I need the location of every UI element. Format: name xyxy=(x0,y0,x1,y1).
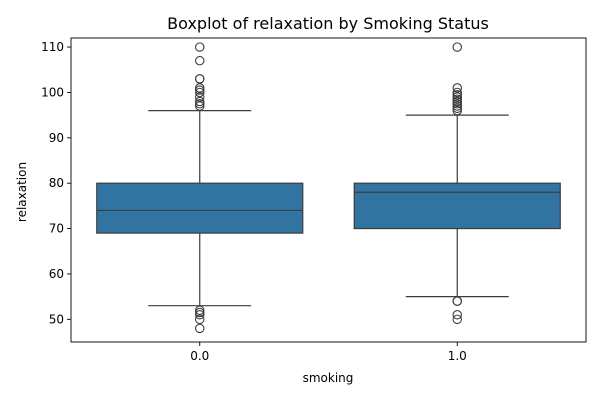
outlier-cat-0-0-6 xyxy=(195,83,205,93)
y-tick-label-100: 100 xyxy=(41,85,64,99)
outlier-cat-0-0-9 xyxy=(195,55,205,66)
x-tick-label-1-0: 1.0 xyxy=(448,349,467,363)
box-cat-1-0 xyxy=(353,182,561,230)
outlier-cat-1-0-8 xyxy=(452,87,462,98)
plot-area: 50 60 70 80 90 100 110 0.0 1.0 xyxy=(41,37,587,363)
outlier-cat-1-0-0 xyxy=(452,105,462,116)
outlier-cat-0-0-4 xyxy=(195,87,205,98)
outlier-cat-0-0-0 xyxy=(195,101,205,111)
x-axis-label: smoking xyxy=(303,371,354,385)
outlier-cat-0-0-12 xyxy=(195,307,205,318)
y-tick-label-60: 60 xyxy=(49,267,64,281)
outlier-cat-0-0-13 xyxy=(195,310,205,320)
outlier-cat-1-0-13 xyxy=(452,310,462,320)
outlier-cat-1-0-2 xyxy=(452,101,462,111)
outlier-cat-1-0-7 xyxy=(452,89,462,100)
outlier-cat-0-0-14 xyxy=(195,314,205,325)
outlier-cat-0-0-8 xyxy=(195,74,205,84)
chart-title: Boxplot of relaxation by Smoking Status xyxy=(167,14,489,33)
outlier-cat-1-0-12 xyxy=(452,296,462,306)
outlier-cat-1-0-9 xyxy=(452,83,462,93)
outlier-cat-0-0-11 xyxy=(195,305,205,315)
outlier-cat-1-0-14 xyxy=(452,314,462,325)
outlier-cat-0-0-1 xyxy=(195,99,205,109)
y-tick-label-70: 70 xyxy=(49,222,64,236)
y-axis-label: relaxation xyxy=(15,162,29,222)
outlier-cat-1-0-6 xyxy=(452,92,462,102)
plot-frame xyxy=(70,37,587,343)
outlier-cat-0-0-15 xyxy=(195,323,205,334)
x-tick-label-0-0: 0.0 xyxy=(190,349,209,363)
outlier-cat-0-0-10 xyxy=(195,42,205,52)
y-tick-label-50: 50 xyxy=(49,312,64,326)
y-tick-label-110: 110 xyxy=(41,40,64,54)
outlier-cat-0-0-3 xyxy=(195,92,205,102)
outlier-cat-1-0-4 xyxy=(452,96,462,107)
outlier-cat-1-0-3 xyxy=(452,99,462,109)
box-cat-0-0 xyxy=(96,182,304,234)
outlier-cat-1-0-5 xyxy=(452,94,462,105)
outlier-cat-1-0-1 xyxy=(452,103,462,114)
outlier-cat-0-0-5 xyxy=(195,85,205,95)
y-tick-label-90: 90 xyxy=(49,131,64,145)
outlier-cat-0-0-2 xyxy=(195,96,205,107)
y-tick-label-80: 80 xyxy=(49,176,64,190)
outlier-cat-1-0-10 xyxy=(452,42,462,52)
